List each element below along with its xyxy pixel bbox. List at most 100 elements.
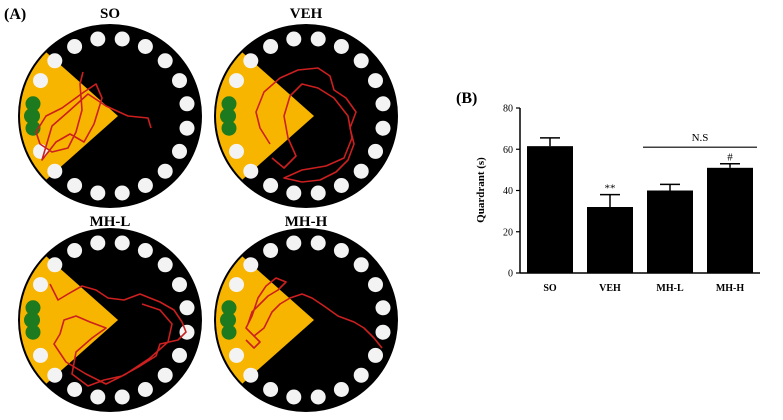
maze-hole [375,120,391,136]
maze-hole [368,347,383,363]
target-hole [220,108,236,124]
maze-hole [353,163,369,179]
maze-hole [333,178,349,193]
maze-hole [310,389,326,405]
bar-chart: 0 20 40 60 80 SO VEH MH-L MH-H ** # N.S Quardrant (… [475,104,760,294]
maze-hole [263,382,279,397]
maze-hole [172,73,187,89]
maze-hole [33,73,48,89]
maze-hole [286,389,302,405]
maze-hole [229,143,244,159]
maze-hole [333,39,349,54]
x-tick-label: SO [543,283,557,294]
maze-hole [310,235,326,251]
maze-hole [47,53,63,69]
y-tick-label: 60 [503,145,513,156]
maze-hole [310,185,326,201]
maze-title-so: SO [99,6,120,22]
panel-a-label: (A) [4,6,27,23]
maze-hole [368,277,383,293]
bar [527,146,573,273]
maze-hole [368,143,383,159]
target-hole [221,324,237,340]
maze-title-mh-h: MH-H [284,214,328,230]
maze-hole [114,185,130,201]
bar [707,167,753,273]
maze-hole [179,300,195,316]
maze-hole [286,185,302,201]
maze-hole [47,257,63,273]
maze-hole [114,31,130,47]
maze-hole [172,347,187,363]
bar [587,207,633,273]
maze-hole [137,382,153,397]
maze-hole [243,53,259,69]
maze-so [18,24,202,208]
maze-hole [243,257,259,273]
maze-hole [353,367,369,383]
maze-mh-l [18,228,202,412]
maze-hole [67,382,83,397]
target-hole [24,312,40,328]
maze-title-mh-l: MH-L [89,214,131,230]
maze-hole [286,31,302,47]
maze-hole [243,367,259,383]
swim-track [35,71,152,161]
y-tick-label: 0 [508,269,513,280]
maze-hole [179,96,195,112]
x-tick-label: MH-L [656,283,684,294]
swim-track [49,283,187,387]
maze-hole [157,163,173,179]
maze-hole [137,243,153,258]
swim-track [255,67,357,183]
maze-hole [33,347,48,363]
maze-hole [353,53,369,69]
swim-track [245,277,383,349]
maze-hole [157,367,173,383]
bar [647,190,693,273]
maze-hole [368,73,383,89]
maze-hole [47,367,63,383]
target-hole [221,120,237,136]
maze-hole [90,31,106,47]
maze-hole [179,120,195,136]
maze-mh-h [214,228,398,412]
y-axis-label: Quardrant (s) [475,157,487,223]
maze-hole [229,73,244,89]
maze-hole [243,163,259,179]
maze-title-veh: VEH [289,6,323,22]
maze-hole [263,178,279,193]
maze-hole [286,235,302,251]
maze-hole [375,96,391,112]
target-hole [25,300,41,316]
maze-hole [375,300,391,316]
maze-hole [375,324,391,340]
maze-hole [179,324,195,340]
panel-b-label: (B) [456,90,478,107]
maze-hole [90,185,106,201]
maze-hole [263,243,279,258]
target-hole [25,96,41,112]
x-tick-label: VEH [599,283,621,294]
target-hole [221,96,237,112]
maze-hole [229,347,244,363]
maze-hole [114,389,130,405]
maze-hole [333,243,349,258]
maze-hole [157,53,173,69]
maze-hole [353,257,369,273]
maze-hole [90,389,106,405]
maze-hole [67,39,83,54]
maze-hole [263,39,279,54]
maze-hole [90,235,106,251]
maze-hole [67,243,83,258]
maze-hole [157,257,173,273]
target-hole [221,300,237,316]
maze-hole [333,382,349,397]
significance-mark: # [727,152,733,164]
x-tick-label: MH-H [716,283,745,294]
maze-hole [114,235,130,251]
maze-hole [172,143,187,159]
maze-hole [67,178,83,193]
maze-veh [214,24,398,208]
maze-hole [47,163,63,179]
